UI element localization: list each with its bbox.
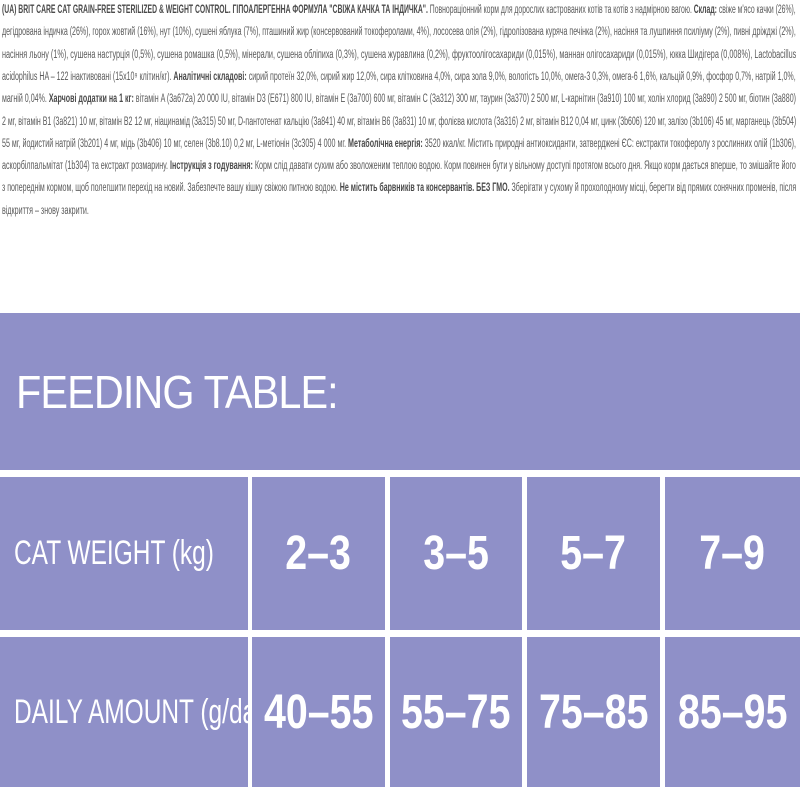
text-line: acidophilus HA – 122 інактивовані (15x10… bbox=[2, 70, 796, 84]
bold-text: Аналітичні складові: bbox=[173, 70, 247, 83]
table-cell: 5–7 bbox=[527, 477, 660, 630]
row-label-cat-weight: CAT WEIGHT (kg) bbox=[0, 477, 248, 630]
text-segment: вітамін A (3a672a) 20 000 IU, вітамін D3… bbox=[133, 93, 796, 106]
text-segment: з попереднім кормом, щоб полегшити перех… bbox=[2, 182, 340, 195]
text-line: 2 мг, вітамін B1 (3a821) 10 мг, вітамін … bbox=[2, 115, 796, 129]
text-line: насіння льону (1%), сушена настурція (0,… bbox=[2, 48, 796, 62]
text-segment: аскорбілпальмітат (1b304) та екстракт ро… bbox=[2, 160, 171, 173]
text-line: з попереднім кормом, щоб полегшити перех… bbox=[2, 181, 796, 195]
text-line: магній 0,04%. Харчові додатки на 1 кг: в… bbox=[2, 92, 796, 106]
text-segment: дегідрована індичка (26%), горох жовтий … bbox=[2, 26, 796, 39]
text-line: 55 мг, йодистий натрій (3b201) 4 мг, мід… bbox=[2, 137, 796, 151]
text-segment: Корм слід давати сухим або зволоженим те… bbox=[252, 160, 796, 173]
table-cell: 75–85 bbox=[527, 637, 660, 787]
table-cell: 3–5 bbox=[390, 477, 522, 630]
cell-value: 7–9 bbox=[699, 527, 766, 580]
title-text: FEEDING TABLE: bbox=[16, 365, 339, 418]
text-segment: Повнораціонний корм для дорослих кастров… bbox=[427, 4, 694, 16]
cell-value: 40–55 bbox=[263, 685, 374, 739]
label-text: CAT WEIGHT (kg) bbox=[14, 534, 214, 572]
text-line: відкриття – знову закрити. bbox=[2, 204, 89, 218]
table-cell: 40–55 bbox=[252, 637, 385, 787]
text-segment: Зберігати у сухому й прохолодному місці,… bbox=[509, 182, 797, 195]
text-segment: 55 мг, йодистий натрій (3b201) 4 мг, мід… bbox=[2, 137, 349, 150]
cell-value: 85–95 bbox=[677, 685, 788, 739]
row-label-daily-amount: DAILY AMOUNT (g/day) bbox=[0, 637, 277, 787]
cell-value: 5–7 bbox=[560, 527, 627, 580]
cell-value: 75–85 bbox=[538, 685, 649, 739]
cell-value: 55–75 bbox=[401, 685, 511, 739]
text-segment: сирий протеїн 32,0%, сирий жир 12,0%, си… bbox=[246, 70, 796, 83]
bold-text: Склад: bbox=[693, 4, 717, 16]
table-cell: 85–95 bbox=[665, 637, 800, 787]
text-segment: відкриття – знову закрити. bbox=[2, 204, 89, 217]
feeding-table-title: FEEDING TABLE: bbox=[0, 313, 800, 470]
bold-text: Інструкція з годування: bbox=[170, 160, 253, 173]
table-cell: 55–75 bbox=[390, 637, 522, 787]
bold-text: Харчові додатки на 1 кг: bbox=[48, 93, 134, 106]
text-segment: 2 мг, вітамін B1 (3a821) 10 мг, вітамін … bbox=[2, 115, 797, 128]
cell-value: 3–5 bbox=[423, 527, 489, 580]
text-segment: 3520 ккал/кг. Містить природні антиоксид… bbox=[422, 137, 797, 150]
text-segment: магній 0,04%. bbox=[2, 93, 49, 106]
bold-text: Не містить барвників та консервантів. БЕ… bbox=[339, 182, 510, 195]
text-line: (UA) BRIT CARE CAT GRAIN-FREE STERILIZED… bbox=[2, 3, 796, 17]
label-text: DAILY AMOUNT (g/day) bbox=[14, 692, 277, 731]
cell-value: 2–3 bbox=[285, 527, 352, 580]
feeding-table: FEEDING TABLE: CAT WEIGHT (kg) 2–3 3–5 5… bbox=[0, 313, 800, 800]
text-line: дегідрована індичка (26%), горох жовтий … bbox=[2, 25, 796, 39]
text-segment: насіння льону (1%), сушена настурція (0,… bbox=[2, 48, 797, 61]
bold-text: (UA) BRIT CARE CAT GRAIN-FREE STERILIZED… bbox=[2, 4, 428, 16]
text-segment: свіже м'ясо качки (26%), bbox=[716, 4, 796, 16]
table-cell: 2–3 bbox=[252, 477, 385, 630]
text-line: аскорбілпальмітат (1b304) та екстракт ро… bbox=[2, 159, 796, 173]
text-segment: acidophilus HA – 122 інактивовані (15x10… bbox=[2, 70, 174, 83]
table-cell: 7–9 bbox=[665, 477, 800, 630]
bold-text: Метаболічна енергія: bbox=[348, 137, 423, 150]
